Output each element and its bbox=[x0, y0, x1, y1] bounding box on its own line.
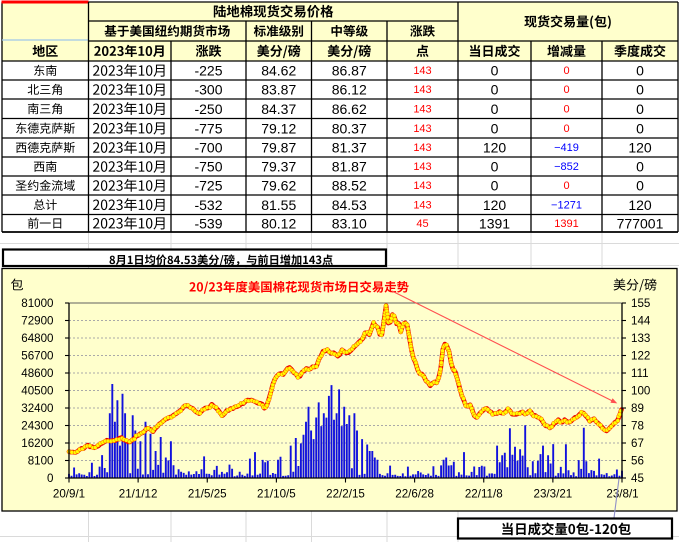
svg-text:0: 0 bbox=[563, 123, 569, 135]
svg-text:88.52: 88.52 bbox=[332, 178, 367, 194]
svg-text:0: 0 bbox=[491, 120, 499, 136]
svg-text:0: 0 bbox=[491, 82, 499, 98]
svg-text:22/2/15: 22/2/15 bbox=[326, 488, 365, 501]
svg-text:24300: 24300 bbox=[21, 420, 53, 433]
svg-text:84.53: 84.53 bbox=[332, 197, 367, 213]
svg-text:155: 155 bbox=[631, 297, 650, 310]
svg-text:1391: 1391 bbox=[479, 215, 510, 231]
svg-text:0: 0 bbox=[491, 101, 499, 117]
svg-text:21/5/25: 21/5/25 bbox=[188, 488, 227, 501]
svg-text:32400: 32400 bbox=[21, 402, 53, 415]
svg-text:143: 143 bbox=[413, 65, 431, 77]
svg-text:-725: -725 bbox=[194, 178, 222, 194]
svg-text:-700: -700 bbox=[194, 140, 222, 156]
svg-text:143: 143 bbox=[413, 123, 431, 135]
svg-text:0: 0 bbox=[563, 84, 569, 96]
svg-text:45: 45 bbox=[416, 218, 428, 230]
svg-text:86.62: 86.62 bbox=[332, 101, 367, 117]
svg-text:21/1/12: 21/1/12 bbox=[119, 488, 158, 501]
svg-text:86.87: 86.87 bbox=[332, 63, 367, 79]
svg-text:777001: 777001 bbox=[617, 215, 664, 231]
svg-text:23/8/1: 23/8/1 bbox=[606, 488, 638, 501]
svg-text:−852: −852 bbox=[554, 161, 579, 173]
svg-text:79.37: 79.37 bbox=[261, 159, 296, 175]
svg-text:67: 67 bbox=[631, 437, 644, 450]
svg-text:120: 120 bbox=[628, 197, 652, 213]
svg-text:56700: 56700 bbox=[21, 350, 53, 363]
svg-text:-532: -532 bbox=[194, 197, 222, 213]
svg-text:0: 0 bbox=[636, 63, 644, 79]
svg-text:81000: 81000 bbox=[21, 297, 53, 310]
svg-text:-225: -225 bbox=[194, 63, 222, 79]
svg-text:0: 0 bbox=[563, 103, 569, 115]
svg-text:0: 0 bbox=[636, 82, 644, 98]
svg-text:81.55: 81.55 bbox=[261, 197, 296, 213]
svg-text:81.37: 81.37 bbox=[332, 140, 367, 156]
svg-text:0: 0 bbox=[636, 101, 644, 117]
svg-text:143: 143 bbox=[413, 142, 431, 154]
svg-text:143: 143 bbox=[413, 161, 431, 173]
svg-text:1391: 1391 bbox=[554, 218, 578, 230]
svg-text:0: 0 bbox=[563, 180, 569, 192]
svg-text:84.62: 84.62 bbox=[261, 63, 296, 79]
svg-text:100: 100 bbox=[631, 385, 650, 398]
svg-text:86.12: 86.12 bbox=[332, 82, 367, 98]
svg-text:83.87: 83.87 bbox=[261, 82, 296, 98]
svg-text:21/10/5: 21/10/5 bbox=[257, 488, 296, 501]
svg-text:0: 0 bbox=[491, 159, 499, 175]
svg-text:83.10: 83.10 bbox=[332, 215, 367, 231]
svg-text:20/9/1: 20/9/1 bbox=[53, 488, 85, 501]
svg-text:−1271: −1271 bbox=[551, 199, 582, 211]
svg-text:16200: 16200 bbox=[21, 437, 53, 450]
svg-text:120: 120 bbox=[483, 140, 507, 156]
svg-text:64800: 64800 bbox=[21, 332, 53, 345]
svg-text:143: 143 bbox=[413, 84, 431, 96]
svg-text:0: 0 bbox=[491, 178, 499, 194]
svg-text:120: 120 bbox=[483, 197, 507, 213]
svg-text:0: 0 bbox=[636, 120, 644, 136]
svg-text:0: 0 bbox=[47, 472, 53, 485]
svg-text:-300: -300 bbox=[194, 82, 222, 98]
svg-text:0: 0 bbox=[636, 178, 644, 194]
svg-text:45: 45 bbox=[631, 472, 644, 485]
svg-text:79.62: 79.62 bbox=[261, 178, 296, 194]
svg-text:143: 143 bbox=[413, 199, 431, 211]
svg-text:0: 0 bbox=[563, 65, 569, 77]
svg-text:−419: −419 bbox=[554, 142, 579, 154]
svg-text:48600: 48600 bbox=[21, 367, 53, 380]
svg-text:143: 143 bbox=[413, 103, 431, 115]
svg-text:80.37: 80.37 bbox=[332, 120, 367, 136]
svg-text:-750: -750 bbox=[194, 159, 222, 175]
svg-text:-250: -250 bbox=[194, 101, 222, 117]
svg-text:40500: 40500 bbox=[21, 385, 53, 398]
svg-text:78: 78 bbox=[631, 420, 644, 433]
svg-text:0: 0 bbox=[491, 63, 499, 79]
svg-text:56: 56 bbox=[631, 455, 644, 468]
svg-text:143: 143 bbox=[413, 180, 431, 192]
svg-text:22/6/28: 22/6/28 bbox=[395, 488, 434, 501]
svg-text:80.12: 80.12 bbox=[261, 215, 296, 231]
svg-text:72900: 72900 bbox=[21, 315, 53, 328]
svg-text:79.12: 79.12 bbox=[261, 120, 296, 136]
svg-text:0: 0 bbox=[636, 159, 644, 175]
svg-text:81.87: 81.87 bbox=[332, 159, 367, 175]
svg-text:144: 144 bbox=[631, 315, 651, 328]
svg-text:122: 122 bbox=[631, 350, 650, 363]
svg-text:-539: -539 bbox=[194, 215, 222, 231]
svg-text:89: 89 bbox=[631, 402, 644, 415]
svg-text:84.37: 84.37 bbox=[261, 101, 296, 117]
svg-text:-775: -775 bbox=[194, 120, 222, 136]
svg-text:133: 133 bbox=[631, 332, 650, 345]
svg-text:79.87: 79.87 bbox=[261, 140, 296, 156]
svg-text:120: 120 bbox=[628, 140, 652, 156]
svg-text:23/3/21: 23/3/21 bbox=[534, 488, 573, 501]
svg-text:8100: 8100 bbox=[28, 455, 54, 468]
svg-text:22/11/8: 22/11/8 bbox=[465, 488, 503, 501]
svg-text:111: 111 bbox=[631, 367, 649, 380]
